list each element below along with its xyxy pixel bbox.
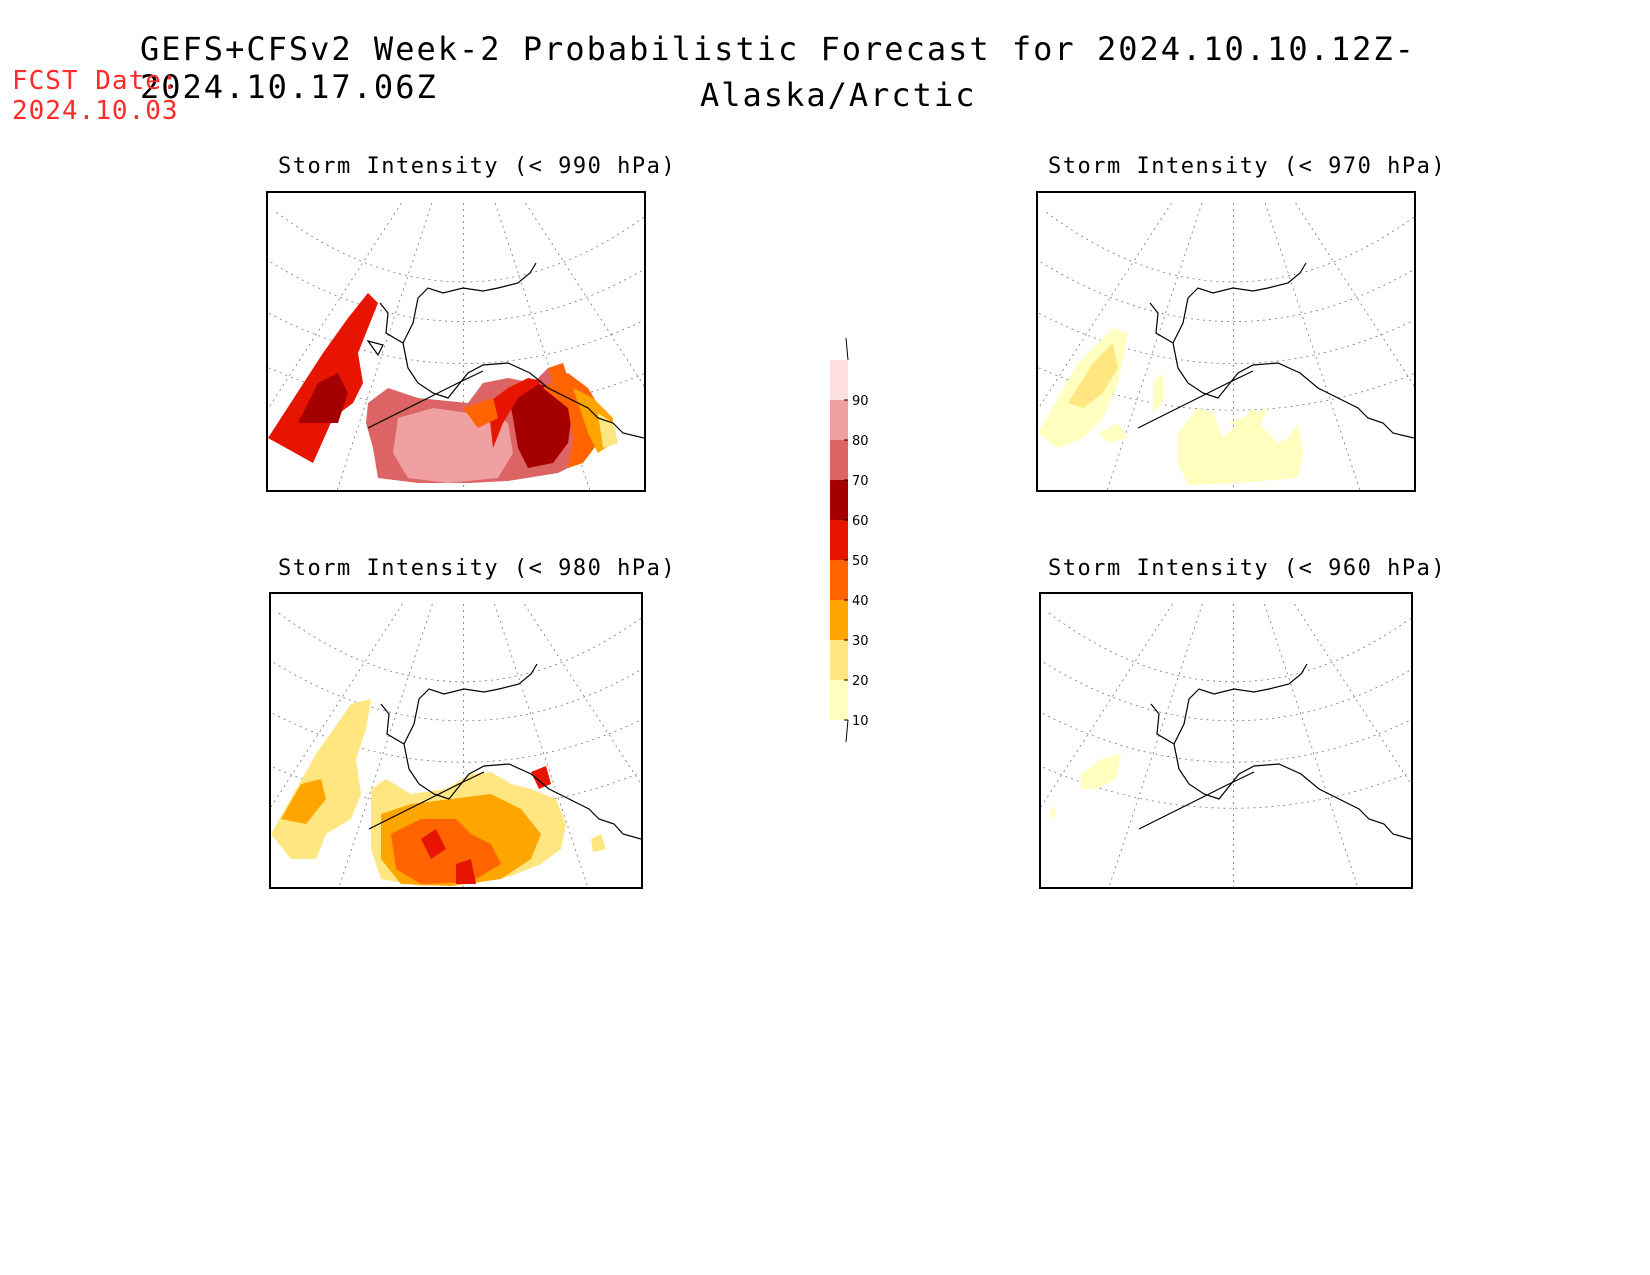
- colorbar-swatch: [830, 560, 848, 600]
- colorbar-swatch: [830, 480, 848, 520]
- page-title: GEFS+CFSv2 Week-2 Probabilistic Forecast…: [140, 30, 1416, 106]
- panel-title-980: Storm Intensity (< 980 hPa): [278, 556, 677, 581]
- colorbar-label: 20: [852, 674, 869, 689]
- colorbar-label: 90: [852, 394, 869, 409]
- map-panel-980: [269, 592, 643, 889]
- colorbar-swatch: [830, 640, 848, 680]
- map-970: [1038, 202, 1414, 490]
- colorbar-label: 80: [852, 434, 869, 449]
- coastline: [368, 663, 641, 840]
- colorbar-swatch: [830, 680, 848, 720]
- map-panel-970: [1036, 191, 1416, 492]
- map-980: [271, 603, 641, 887]
- panel-title-990: Storm Intensity (< 990 hPa): [278, 154, 677, 179]
- map-panel-960: [1039, 592, 1413, 889]
- colorbar-swatch: [830, 520, 848, 560]
- colorbar-label: 10: [852, 714, 869, 729]
- coastline: [1138, 663, 1411, 840]
- colorbar-swatch: [830, 440, 848, 480]
- probability-colorbar: 10 20 30 40 50 60 70 80 90: [830, 337, 869, 743]
- coastline: [366, 262, 644, 439]
- probability-shading-980: [271, 699, 606, 886]
- colorbar-label: 50: [852, 554, 869, 569]
- map-graticule: [268, 202, 644, 490]
- coastline: [1137, 262, 1414, 439]
- colorbar-label: 40: [852, 594, 869, 609]
- map-graticule: [1038, 202, 1414, 490]
- probability-shading-970: [1038, 328, 1303, 485]
- map-panel-990: [266, 191, 646, 492]
- colorbar-swatch: [830, 600, 848, 640]
- colorbar-swatch: [830, 360, 848, 400]
- probability-shading-990: [268, 293, 618, 483]
- colorbar-edge: [845, 337, 849, 743]
- colorbar-swatch: [830, 400, 848, 440]
- map-960: [1041, 603, 1411, 887]
- forecast-date-value: 2024.10.03: [12, 96, 179, 126]
- forecast-date-label: FCST Date:: [12, 66, 179, 96]
- probability-shading-960: [1049, 754, 1121, 819]
- colorbar-label: 70: [852, 474, 869, 489]
- map-graticule: [1041, 603, 1411, 887]
- region-subtitle: Alaska/Arctic: [700, 76, 977, 114]
- panel-title-960: Storm Intensity (< 960 hPa): [1048, 556, 1447, 581]
- colorbar-label: 60: [852, 514, 869, 529]
- colorbar-label: 30: [852, 634, 869, 649]
- panel-title-970: Storm Intensity (< 970 hPa): [1048, 154, 1447, 179]
- map-990: [268, 202, 644, 490]
